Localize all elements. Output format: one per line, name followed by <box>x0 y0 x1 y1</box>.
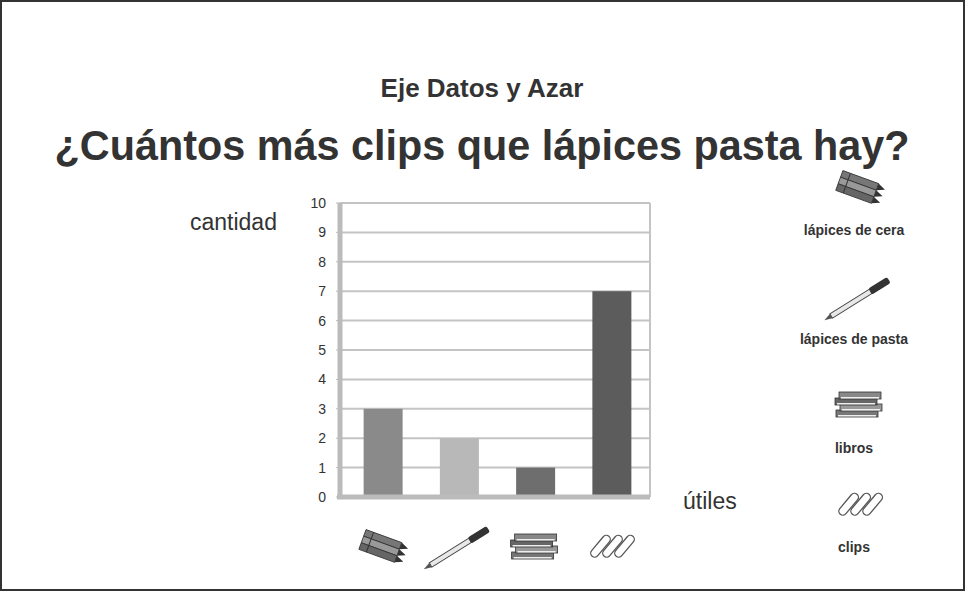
crayon-band <box>371 532 373 539</box>
tick-label: 10 <box>310 195 326 211</box>
crayon-band <box>846 180 848 187</box>
bar <box>516 468 555 497</box>
grid-line <box>340 261 650 263</box>
crayon-band <box>843 187 845 194</box>
tick-label: 2 <box>318 430 326 446</box>
legend-label: libros <box>835 440 873 456</box>
book-pages <box>514 557 552 559</box>
tick-label: 9 <box>318 224 326 240</box>
book-pages <box>513 545 551 547</box>
crayon-tip <box>395 556 405 565</box>
legend-label: lápices de pasta <box>800 331 908 347</box>
icon <box>589 534 636 559</box>
title: ¿Cuántos más clips que lápices pasta hay… <box>55 122 910 169</box>
icon <box>835 392 882 417</box>
crayon-tip <box>871 197 881 206</box>
crayon-band <box>848 173 850 180</box>
grid-line <box>340 202 650 204</box>
plot-frame <box>649 203 651 497</box>
icon <box>359 530 409 565</box>
crayon-band <box>369 539 371 546</box>
icon <box>837 492 884 517</box>
icon <box>836 171 886 206</box>
chart-root: Eje Datos y Azar ¿Cuántos más clips que l… <box>0 0 965 591</box>
pen-tip <box>422 563 431 571</box>
crayon-band <box>366 546 368 553</box>
clip-icon <box>849 492 872 517</box>
tick-label: 8 <box>318 254 326 270</box>
book-pages <box>517 539 555 541</box>
crayon-body <box>836 184 874 204</box>
tick-label: 5 <box>318 342 326 358</box>
book <box>515 534 557 541</box>
crayon <box>836 184 882 206</box>
icon <box>823 277 891 323</box>
grid-line <box>340 231 650 233</box>
book-pages <box>518 551 556 553</box>
pen-cap <box>468 526 490 544</box>
clip-icon <box>589 534 612 559</box>
x-axis-label: útiles <box>683 488 737 514</box>
book-pages <box>841 397 879 399</box>
bars <box>364 291 632 497</box>
icon <box>511 534 558 559</box>
book-pages <box>842 409 880 411</box>
legend-label: clips <box>838 539 870 555</box>
clip-icon <box>861 492 884 517</box>
crayon-tip <box>876 184 886 193</box>
book-pages <box>837 403 875 405</box>
bar <box>592 291 631 497</box>
tick-label: 4 <box>318 371 326 387</box>
clip-icon <box>613 534 636 559</box>
bar <box>440 438 479 497</box>
subtitle: Eje Datos y Azar <box>381 73 584 103</box>
clip-icon <box>601 534 624 559</box>
crayon-tip <box>399 543 409 552</box>
bar <box>364 409 403 497</box>
icon <box>422 526 490 572</box>
book-pages <box>838 415 876 417</box>
tick-label: 1 <box>318 460 326 476</box>
tick-label: 3 <box>318 401 326 417</box>
crayon-body <box>359 543 397 563</box>
clip-icon <box>837 492 860 517</box>
y-axis-label: cantidad <box>190 209 277 235</box>
pen <box>422 526 490 572</box>
pen-cap <box>868 277 890 295</box>
crayon-tip <box>874 190 884 199</box>
tick-label: 6 <box>318 313 326 329</box>
tick-label: 7 <box>318 283 326 299</box>
pen <box>823 277 891 323</box>
crayon-tip <box>397 549 407 558</box>
y-axis <box>338 203 343 499</box>
crayon <box>359 543 405 565</box>
legend-label: lápices de cera <box>804 222 905 238</box>
pen-tip <box>823 314 832 322</box>
book <box>839 392 881 399</box>
tick-label: 0 <box>318 489 326 505</box>
frame <box>1 1 964 590</box>
x-axis <box>337 495 650 500</box>
